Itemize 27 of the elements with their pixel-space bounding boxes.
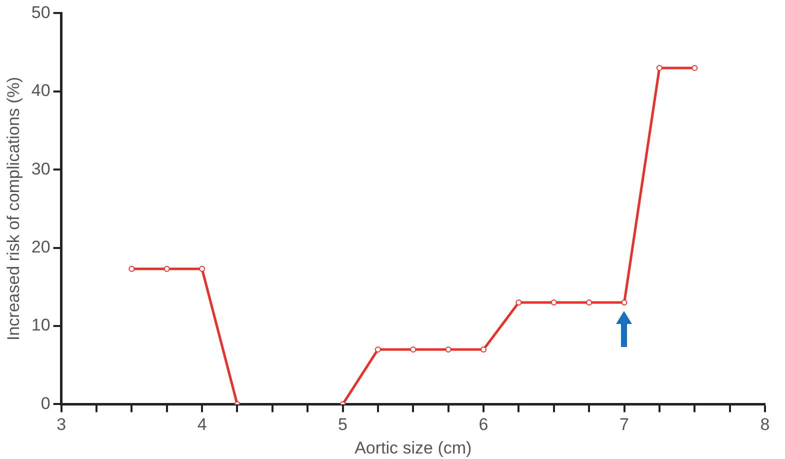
point xyxy=(656,64,662,71)
y-tick-label: 30 xyxy=(31,159,50,178)
x-tick-label: 4 xyxy=(197,415,207,434)
y-tick-label: 50 xyxy=(31,2,50,22)
x-tick-label: 6 xyxy=(478,415,488,434)
y-tick-label: 10 xyxy=(31,316,50,335)
x-tick-label: 3 xyxy=(56,415,66,434)
point xyxy=(586,300,592,306)
y-tick-label: 40 xyxy=(31,81,50,100)
point xyxy=(480,346,487,352)
point xyxy=(164,266,170,272)
point xyxy=(445,346,452,352)
point xyxy=(550,300,557,306)
x-tick-label: 5 xyxy=(338,415,348,434)
point xyxy=(410,346,416,352)
x-tick-label: 7 xyxy=(620,415,629,434)
y-tick-label: 0 xyxy=(40,394,50,413)
point xyxy=(621,300,628,306)
point xyxy=(374,346,381,352)
x-axis-title: Aortic size (cm) xyxy=(354,438,472,458)
point xyxy=(516,300,522,306)
x-tick-label: 8 xyxy=(760,415,770,434)
point xyxy=(128,266,135,272)
y-axis-title: Increased risk of complications (%) xyxy=(4,76,23,340)
point xyxy=(692,64,698,71)
point xyxy=(199,266,206,272)
y-tick-label: 20 xyxy=(31,237,50,256)
